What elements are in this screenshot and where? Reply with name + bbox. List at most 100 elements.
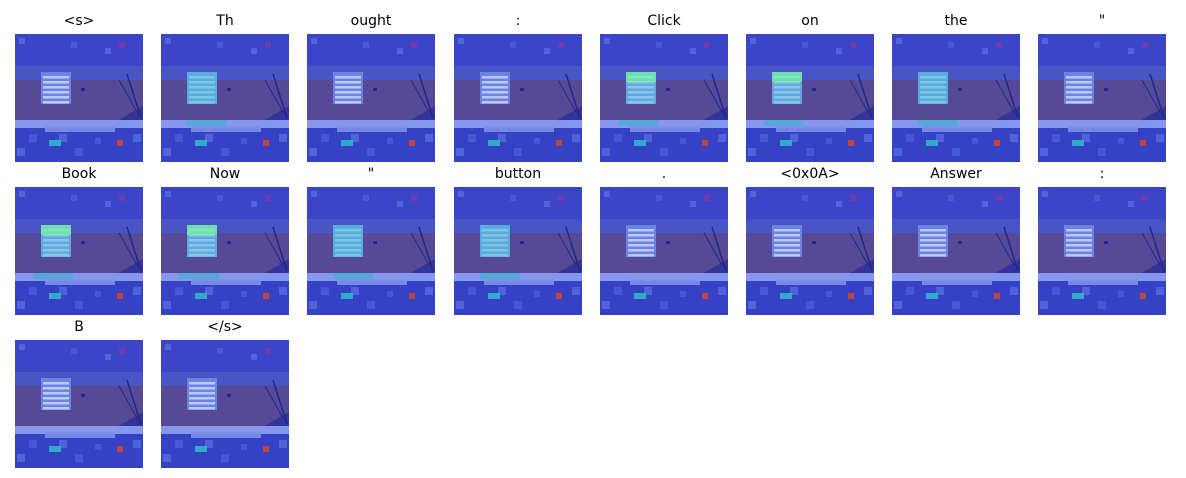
dialog-row <box>189 382 215 385</box>
heat-cell <box>279 440 287 448</box>
heat-cell-hot <box>994 140 1000 146</box>
heat-cell <box>221 148 229 156</box>
heat-cell-purple <box>704 42 710 48</box>
dialog-row <box>628 249 654 252</box>
ground-region <box>161 281 289 315</box>
heat-cell <box>95 138 101 144</box>
heat-cell <box>602 148 610 156</box>
heat-cell <box>1128 201 1134 207</box>
dialog-row <box>1066 244 1092 247</box>
attention-panel: Book <box>15 166 143 316</box>
heat-cell-purple <box>119 42 125 48</box>
dialog-row <box>482 91 508 94</box>
button-strip <box>191 126 261 132</box>
heat-cell <box>75 301 83 309</box>
dialog-row <box>628 254 654 257</box>
dialog-row <box>43 397 69 400</box>
heat-cell <box>221 454 229 462</box>
heat-cell-cyan <box>49 293 61 299</box>
dialog-highlight <box>187 235 217 257</box>
dialog-row <box>189 397 215 400</box>
ground-region <box>307 128 435 162</box>
heatmap-image <box>15 34 143 162</box>
heat-cell <box>311 191 317 197</box>
attention-panel: Click <box>600 13 728 163</box>
token-label: . <box>590 166 738 182</box>
dialog-row <box>43 407 69 410</box>
token-label: B <box>5 319 153 335</box>
heat-cell <box>614 134 622 142</box>
dialog-top-highlight <box>772 72 802 82</box>
token-label: : <box>444 13 592 29</box>
button-strip <box>1068 279 1138 285</box>
dialog-highlight <box>918 72 948 104</box>
heat-cell-hot <box>994 293 1000 299</box>
heat-cell-cyan <box>926 140 938 146</box>
heat-cell <box>1042 38 1048 44</box>
token-label: <0x0A> <box>736 166 884 182</box>
horizon-band <box>892 219 1020 233</box>
dialog-row <box>335 101 361 104</box>
heat-cell <box>972 291 978 297</box>
heat-cell <box>279 134 287 142</box>
heat-cell <box>802 195 808 201</box>
heat-cell <box>217 195 223 201</box>
dialog-row <box>920 239 946 242</box>
horizon-band <box>1038 219 1166 233</box>
heat-cell <box>397 48 403 54</box>
marker <box>227 88 231 91</box>
button-strip <box>337 279 407 285</box>
heat-cell <box>163 148 171 156</box>
heat-cell-hot <box>848 140 854 146</box>
button-strip <box>45 279 115 285</box>
horizon-band <box>161 372 289 386</box>
heat-cell-hot <box>702 293 708 299</box>
heat-cell <box>1118 138 1124 144</box>
marker <box>227 241 231 244</box>
heat-cell <box>1040 301 1048 309</box>
marker <box>520 241 524 244</box>
dialog-row <box>43 382 69 385</box>
ground-region <box>15 128 143 162</box>
heatmap-image <box>15 340 143 468</box>
heat-cell <box>1042 191 1048 197</box>
heat-cell <box>534 291 540 297</box>
heat-cell <box>75 148 83 156</box>
heat-cell <box>17 301 25 309</box>
heatmap-image <box>1038 34 1166 162</box>
token-label: Now <box>151 166 299 182</box>
heat-cell-purple <box>119 348 125 354</box>
heat-cell <box>948 195 954 201</box>
horizon-band <box>15 219 143 233</box>
heat-cell <box>718 287 726 295</box>
heat-cell <box>1010 287 1018 295</box>
dialog-row <box>43 86 69 89</box>
marker <box>812 88 816 91</box>
heat-cell-purple <box>411 42 417 48</box>
heat-cell <box>826 138 832 144</box>
button-strip <box>1068 126 1138 132</box>
heatmap-image <box>454 187 582 315</box>
horizon-band <box>600 219 728 233</box>
dialog-row <box>335 76 361 79</box>
heat-cell <box>309 148 317 156</box>
heat-cell <box>1098 301 1106 309</box>
heat-cell <box>826 291 832 297</box>
heat-cell <box>105 201 111 207</box>
marker <box>373 88 377 91</box>
heat-cell <box>175 440 183 448</box>
marker <box>1104 88 1108 91</box>
heat-cell <box>948 42 954 48</box>
heat-cell <box>982 48 988 54</box>
heat-cell <box>95 291 101 297</box>
heat-cell <box>251 48 257 54</box>
attention-panel: Answer <box>892 166 1020 316</box>
heat-cell <box>680 291 686 297</box>
heat-cell <box>221 301 229 309</box>
dialog-top-highlight <box>626 72 656 82</box>
heat-cell <box>71 348 77 354</box>
heat-cell-cyan <box>195 140 207 146</box>
dialog-row <box>43 91 69 94</box>
heat-cell <box>456 148 464 156</box>
heat-cell <box>19 344 25 350</box>
